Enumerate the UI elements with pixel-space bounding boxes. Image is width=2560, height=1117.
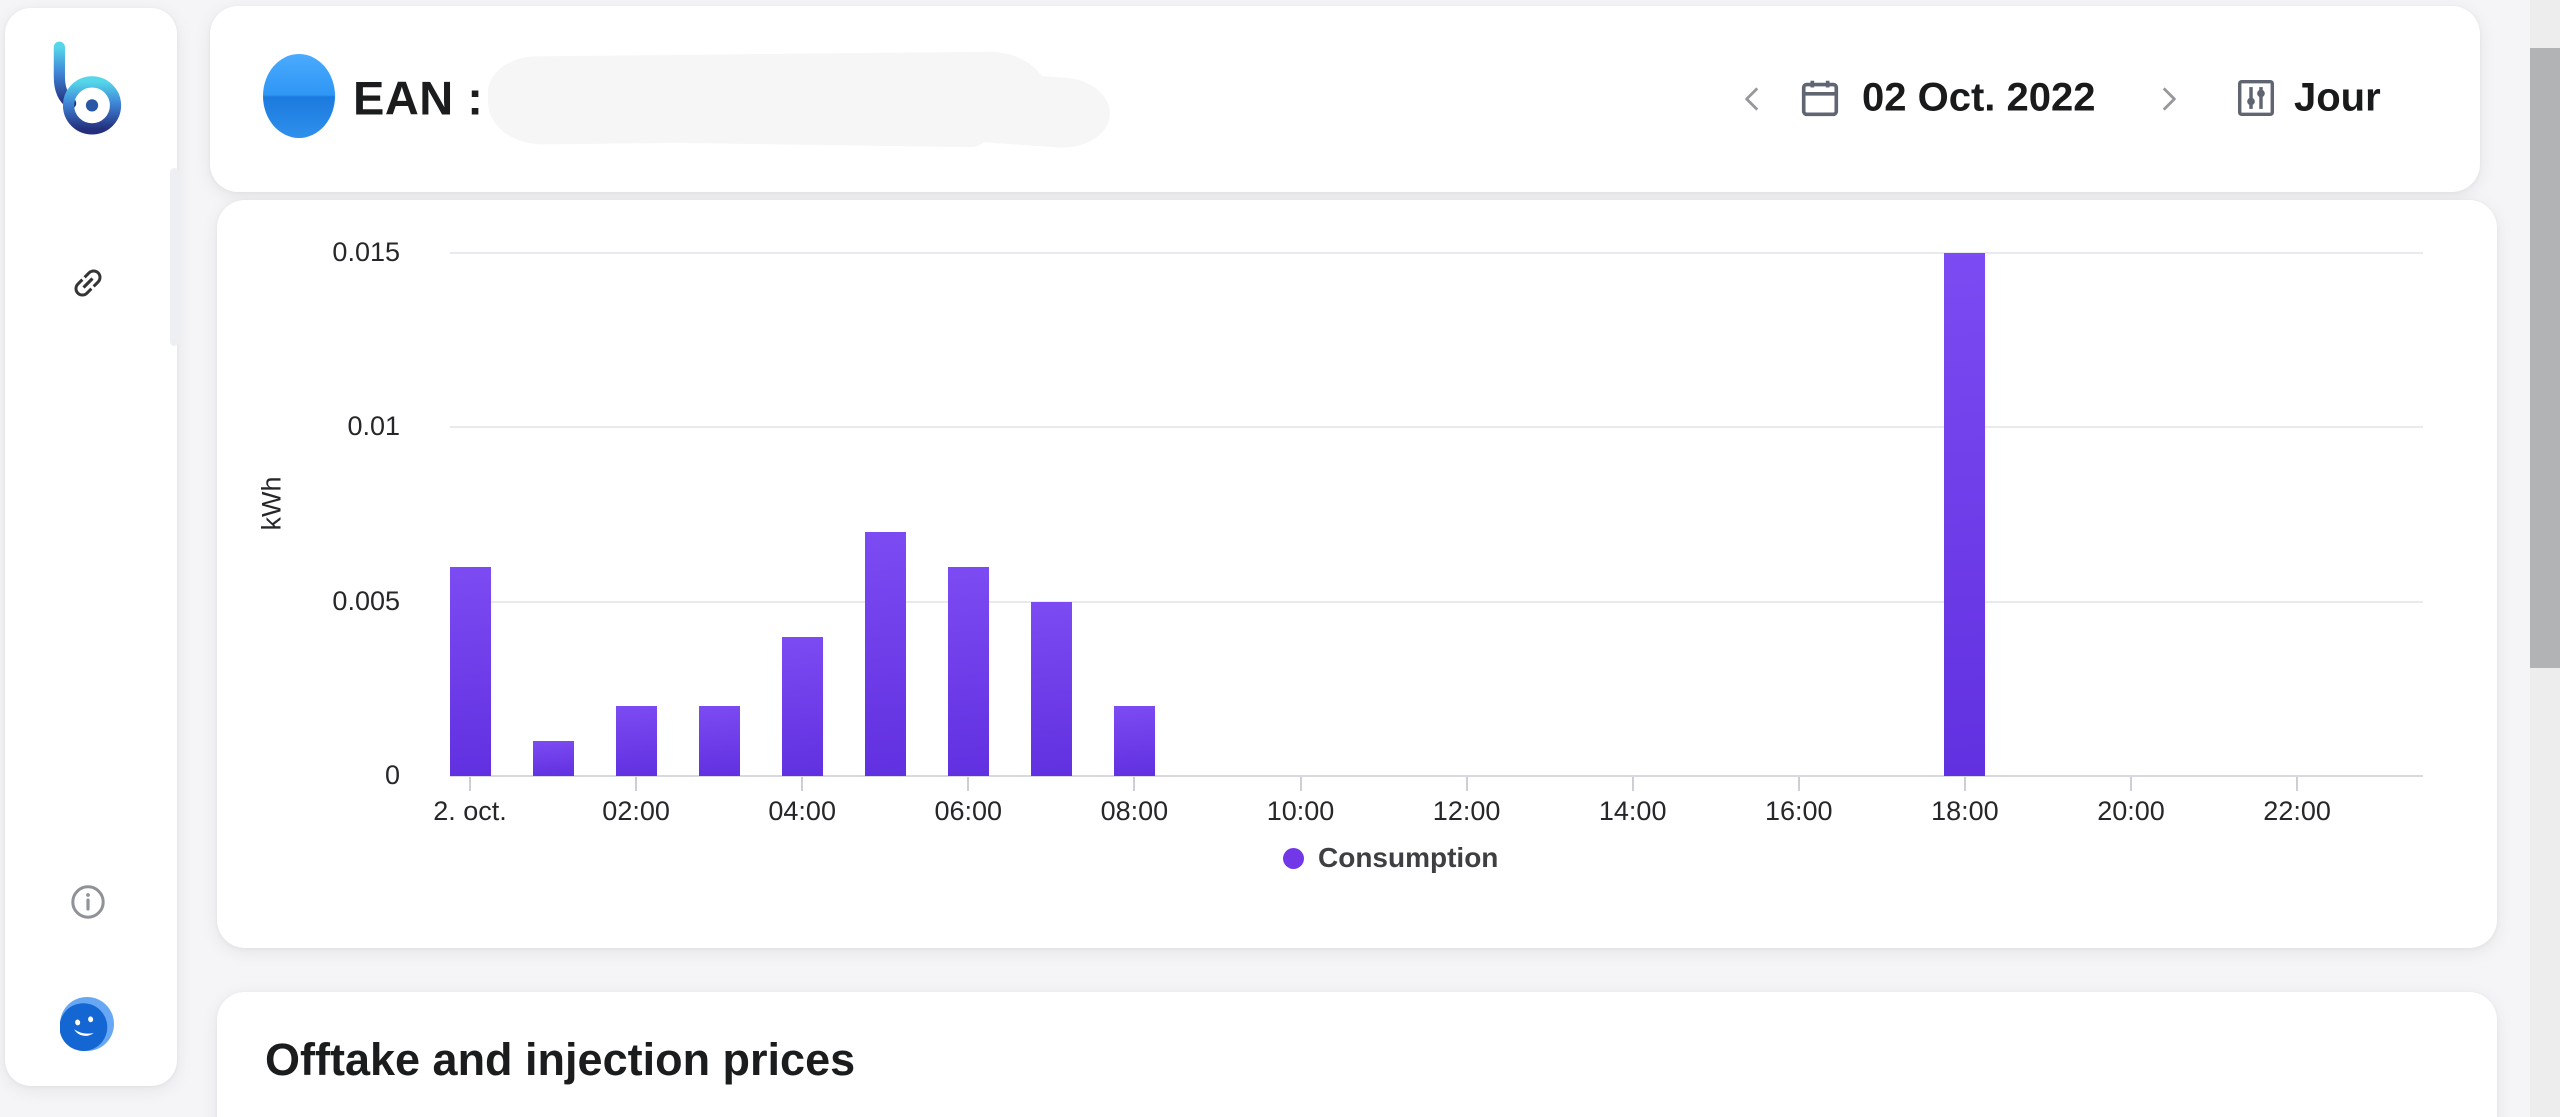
gridline [450,600,2423,603]
chart-bar [1944,253,1986,776]
page-scrollbar-thumb[interactable] [2530,48,2560,668]
x-axis-tick-label: 08:00 [1100,796,1169,826]
chart-bar [615,706,657,776]
x-axis-tick-label: 16:00 [1765,796,1833,826]
previous-date-button[interactable] [1730,76,1776,122]
x-axis-tick [1963,777,1966,791]
y-axis-tick-label: 0.015 [332,237,400,267]
x-axis-tick [1465,777,1468,791]
chart-bar [1030,601,1072,776]
y-axis-tick-label: 0 [384,760,400,790]
view-granularity-label[interactable]: Jour [2294,75,2381,120]
chart-bar [947,566,989,776]
y-axis-tick-label: 0.01 [347,411,400,442]
x-axis-tick [967,777,970,791]
chart-bar [1113,706,1155,776]
gridline [450,426,2423,429]
x-axis-tick [1797,777,1800,791]
chart-legend[interactable]: Consumption [1283,842,1498,874]
redacted-ean-number-blob2 [509,102,991,148]
x-axis-tick-label: 22:00 [2263,796,2331,826]
user-avatar[interactable] [59,996,115,1052]
x-axis-tick [2130,777,2132,791]
meter-sphere-icon [263,54,335,138]
x-axis-tick-label: 04:00 [768,796,836,826]
x-axis-tick [1631,777,1634,791]
x-axis-tick [635,777,638,791]
x-axis-tick [801,777,804,791]
date-display[interactable]: 02 Oct. 2022 [1862,75,2096,120]
x-axis-tick [2296,777,2299,791]
ean-label: EAN : [353,71,484,125]
app-logo-icon [45,34,137,138]
chart-bar [449,566,491,776]
legend-dot-icon [1283,847,1304,869]
x-axis-tick [469,777,471,791]
info-button[interactable] [67,881,109,923]
chart-bar [781,636,823,776]
page-scrollbar-track[interactable] [2530,0,2560,1117]
x-axis-tick-label: 06:00 [934,796,1003,826]
sidebar-item-link[interactable] [67,262,109,304]
offtake-section-title: Offtake and injection prices [265,1034,856,1085]
gridline [450,252,2423,254]
x-axis-tick [1299,777,1302,791]
calendar-icon[interactable] [1796,72,1844,124]
consumption-chart-card: kWh 0 0.005 0.01 0.015 2. oct. 02:00 04:00 06:0… [217,200,2497,948]
meter-header-card: EAN : 02 Oct. 2022 [210,6,2480,192]
x-axis-tick-label: 14:00 [1598,796,1667,826]
x-axis-tick-label: 12:00 [1432,796,1501,826]
x-axis-tick-label: 10:00 [1266,796,1335,826]
view-granularity-icon[interactable] [2232,74,2280,122]
sidebar [5,8,179,1086]
chart-bar [532,741,574,776]
bar-chart-plot: 0 0.005 0.01 0.015 2. oct. 02:00 04:00 06:00 08:… [217,200,2497,948]
x-axis-tick-label: 20:00 [2097,796,2165,826]
next-date-button[interactable] [2145,76,2191,122]
chart-bar [698,706,740,776]
legend-label: Consumption [1318,842,1499,873]
y-axis-tick-label: 0.005 [332,585,400,616]
gridline [450,775,2423,777]
x-axis-tick-label: 02:00 [602,796,670,826]
x-axis-tick-label: 18:00 [1931,796,1999,826]
offtake-prices-card: Offtake and injection prices [217,992,2497,1117]
x-axis-tick [1133,777,1136,791]
x-axis-tick-label: 2. oct. [433,796,507,826]
sidebar-scrollbar-thumb[interactable] [170,168,179,346]
chart-bar [864,531,906,776]
